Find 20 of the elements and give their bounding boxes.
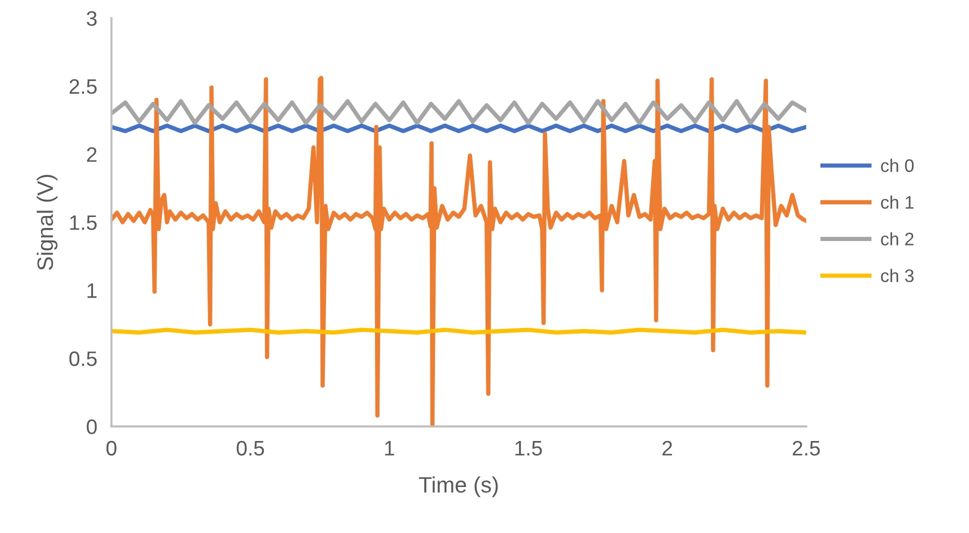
y-axis-title: Signal (V) [36, 174, 58, 270]
y-tick-label: 0 [86, 419, 97, 434]
x-axis-title: Time (s) [419, 476, 498, 498]
y-tick-label: 1.5 [70, 215, 97, 230]
legend-label: ch 1 [881, 196, 914, 209]
x-tick-label: 1 [385, 441, 394, 456]
y-tick-label: 2 [87, 147, 96, 162]
x-tick-label: 2.5 [792, 440, 820, 456]
x-tick-label: 1.5 [515, 441, 542, 456]
x-tick-label: 2 [662, 440, 672, 456]
x-tick-label: 0 [106, 440, 116, 456]
y-tick-label: 2.5 [70, 79, 97, 94]
line-series [111, 99, 806, 125]
y-tick-label: 1 [88, 284, 97, 298]
legend-label: ch 0 [881, 158, 914, 172]
y-tick-label: 3 [86, 11, 97, 26]
x-tick-label: 0.5 [236, 440, 264, 456]
legend-label: ch 3 [881, 268, 914, 282]
y-tick-label: 0.5 [69, 351, 97, 366]
legend-label: ch 2 [881, 232, 914, 246]
